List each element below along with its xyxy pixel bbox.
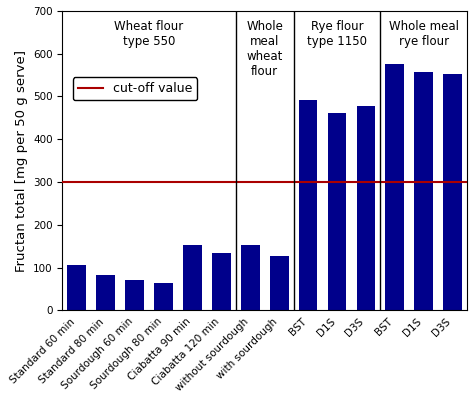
Bar [356,106,375,310]
Bar [241,245,260,310]
Bar [270,256,289,310]
Bar [125,280,144,310]
Bar [328,113,346,310]
Bar [96,275,115,310]
Bar [212,253,231,310]
Text: Standard 80 min: Standard 80 min [37,316,106,385]
Text: Sourdough 80 min: Sourdough 80 min [89,316,164,391]
Text: Whole
meal
wheat
flour: Whole meal wheat flour [246,20,283,78]
Text: D3S: D3S [344,316,366,338]
Bar [299,100,318,310]
Text: BST: BST [287,316,308,338]
Text: Ciabatta 90 min: Ciabatta 90 min [126,316,192,383]
Text: D1S: D1S [401,316,424,338]
Text: Wheat flour
type 550: Wheat flour type 550 [115,20,184,48]
Text: without sourdough: without sourdough [174,316,250,393]
Bar [385,64,404,310]
Text: Sourdough 60 min: Sourdough 60 min [60,316,135,391]
Text: Standard 60 min: Standard 60 min [8,316,77,385]
Bar [414,72,433,310]
Text: Whole meal
rye flour: Whole meal rye flour [389,20,459,48]
Text: D3S: D3S [430,316,453,338]
Y-axis label: Fructan total [mg per 50 g serve]: Fructan total [mg per 50 g serve] [15,50,27,272]
Text: D1S: D1S [315,316,337,338]
Bar [443,74,462,310]
Bar [67,266,86,310]
Text: Ciabatta 120 min: Ciabatta 120 min [150,316,221,387]
Legend: cut-off value: cut-off value [73,77,197,100]
Text: BST: BST [374,316,395,338]
Bar [183,245,202,310]
Bar [154,284,173,310]
Text: with sourdough: with sourdough [215,316,279,381]
Text: Rye flour
type 1150: Rye flour type 1150 [307,20,367,48]
